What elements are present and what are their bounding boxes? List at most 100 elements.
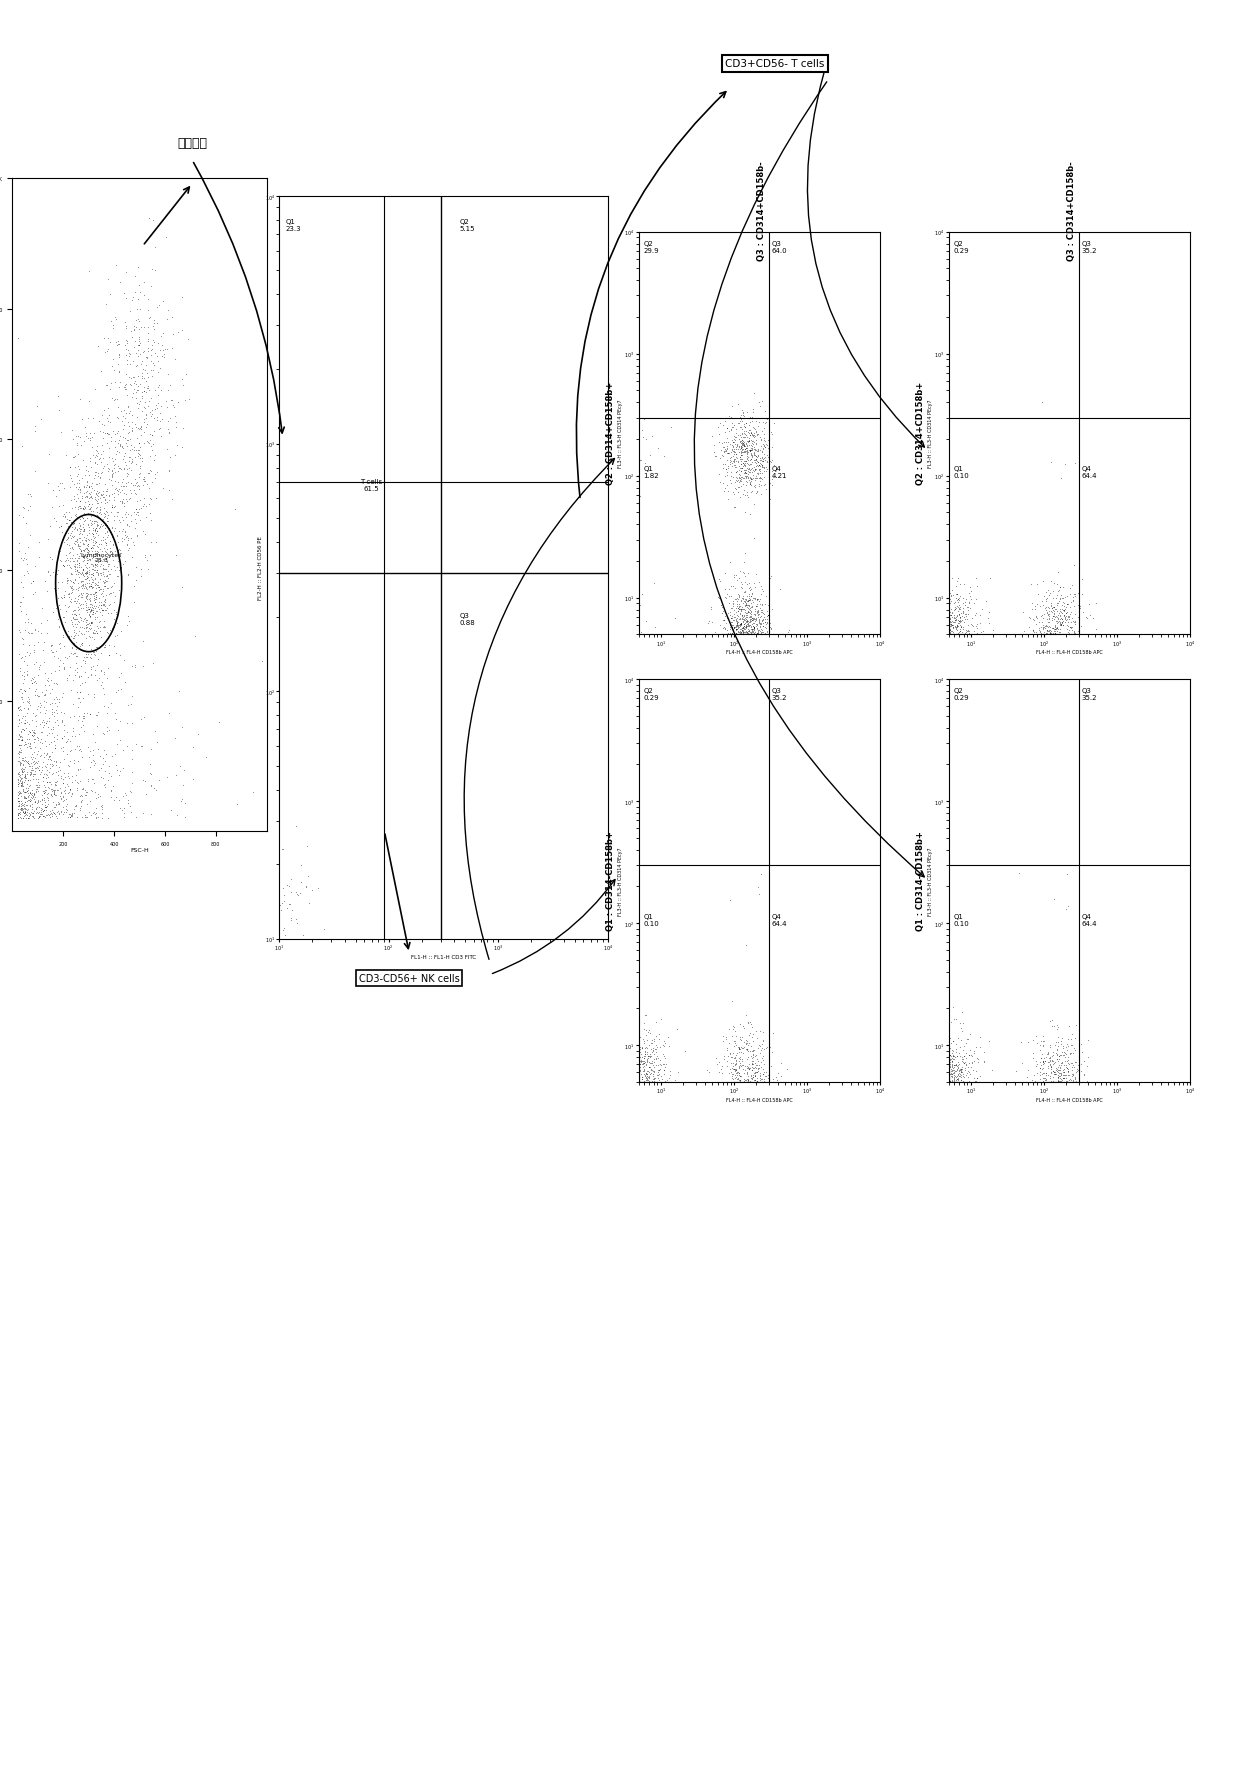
Point (205, 889, 224, 918)
Point (629, 1045, 649, 1073)
Point (273, 930, 293, 959)
Point (939, 621, 959, 649)
Point (954, 615, 973, 644)
Point (37, 760, 57, 789)
Point (629, 1054, 649, 1082)
Point (192, 855, 212, 884)
Point (939, 1036, 959, 1064)
Point (9, 324, 29, 352)
Point (963, 1068, 983, 1097)
Point (939, 1068, 959, 1097)
Point (939, 1068, 959, 1097)
Point (723, 612, 743, 640)
Point (117, 313, 136, 342)
Point (629, 1068, 649, 1097)
Point (629, 1068, 649, 1097)
Point (629, 1043, 649, 1072)
Point (88, 533, 108, 562)
Point (753, 1045, 773, 1073)
Point (738, 592, 758, 621)
Point (1035, 1059, 1055, 1088)
Point (939, 1068, 959, 1097)
Point (140, 750, 160, 778)
Point (727, 1068, 746, 1097)
Point (9, 732, 29, 760)
Point (86, 556, 105, 585)
Point (50, 630, 69, 658)
Point (33, 710, 53, 739)
Point (15, 762, 35, 791)
Point (17, 759, 37, 787)
Point (265, 1047, 285, 1075)
Point (629, 1066, 649, 1095)
Point (78, 537, 98, 565)
Point (712, 1068, 732, 1097)
Point (939, 587, 959, 615)
Point (629, 621, 649, 649)
Point (192, 886, 212, 914)
Point (126, 340, 146, 369)
Point (192, 850, 212, 878)
Point (629, 1064, 649, 1093)
Point (192, 832, 212, 861)
Point (733, 621, 753, 649)
Point (192, 823, 212, 852)
Point (50, 596, 69, 624)
Point (629, 1061, 649, 1090)
Point (11, 794, 31, 823)
Point (758, 617, 777, 646)
Point (629, 1068, 649, 1097)
Point (35, 793, 55, 821)
Point (86, 549, 105, 578)
Point (267, 907, 286, 936)
Point (941, 621, 961, 649)
Point (968, 1045, 988, 1073)
Point (725, 621, 745, 649)
Point (19, 796, 38, 825)
Point (645, 1064, 665, 1093)
Point (262, 1038, 281, 1066)
Point (72, 538, 92, 567)
Point (715, 451, 735, 479)
Point (751, 1068, 771, 1097)
Point (192, 903, 212, 932)
Point (47, 699, 67, 728)
Point (738, 621, 758, 649)
Point (211, 878, 231, 907)
Point (750, 449, 770, 478)
Point (84, 515, 104, 544)
Point (939, 606, 959, 635)
Point (231, 916, 250, 945)
Point (756, 614, 776, 642)
Point (758, 621, 777, 649)
Point (743, 1063, 763, 1091)
Point (77, 542, 97, 571)
Point (98, 503, 118, 531)
Point (192, 776, 212, 805)
Point (957, 594, 977, 623)
Point (742, 465, 761, 494)
Point (966, 1068, 986, 1097)
Point (241, 1014, 260, 1043)
Point (740, 619, 760, 648)
Point (724, 1068, 744, 1097)
Point (196, 882, 216, 911)
Point (734, 1068, 754, 1097)
Point (737, 601, 756, 630)
Point (942, 1063, 962, 1091)
Point (939, 1068, 959, 1097)
Point (1049, 587, 1069, 615)
Point (939, 1059, 959, 1088)
Point (764, 621, 784, 649)
Point (98, 766, 118, 794)
Point (939, 621, 959, 649)
Point (192, 861, 212, 889)
Point (944, 621, 963, 649)
Point (939, 596, 959, 624)
Point (720, 1068, 740, 1097)
Point (738, 1068, 758, 1097)
Point (629, 1068, 649, 1097)
Point (76, 456, 95, 485)
Point (76, 483, 95, 512)
Point (758, 1068, 777, 1097)
